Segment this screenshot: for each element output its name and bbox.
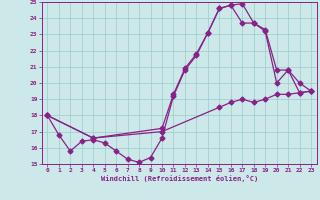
X-axis label: Windchill (Refroidissement éolien,°C): Windchill (Refroidissement éolien,°C) — [100, 175, 258, 182]
